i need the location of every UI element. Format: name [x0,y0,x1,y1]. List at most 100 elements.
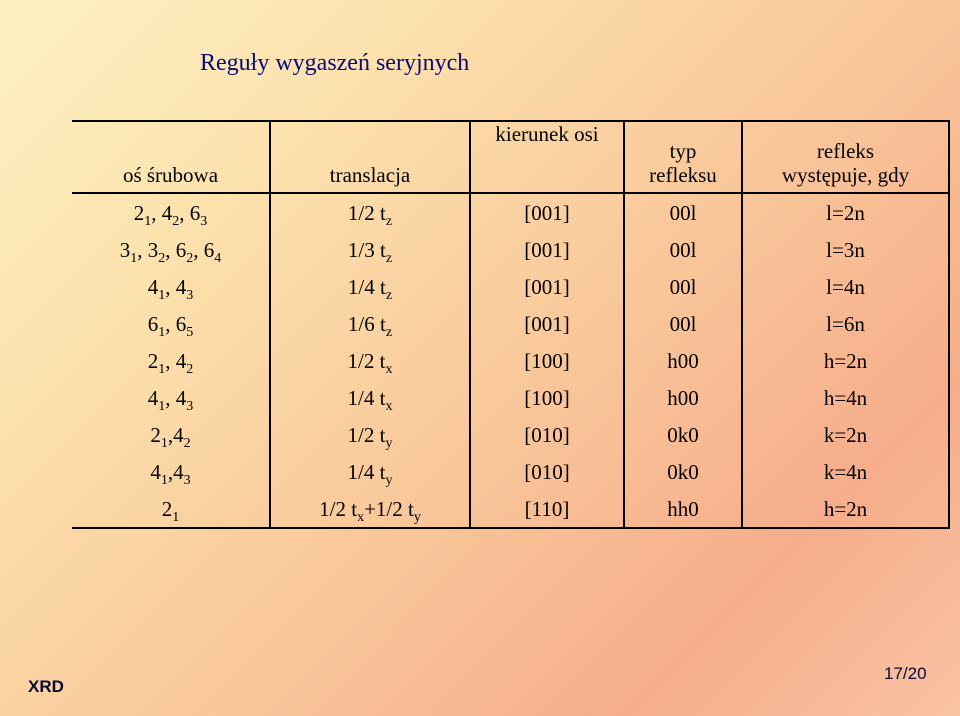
axis-part: ,4 [167,422,184,447]
axis-part: , 4 [165,348,187,373]
translation-subscript: y [413,509,421,525]
translation-subscript: y [385,435,393,451]
table-row: 41, 43 1/4 tz [001] 00l l=4n [72,268,949,305]
translation-part: 1/4 t [347,385,386,410]
cell-translation: 1/2 tx [269,342,470,379]
cell-reflection-type: 00l [623,268,742,305]
axis-subscript: 1 [158,398,166,414]
cell-axis: 21, 42, 63 [72,193,270,231]
axis-subscript: 1 [158,287,166,303]
cell-translation: 1/3 tz [269,231,470,268]
axis-part: , 6 [165,237,187,262]
table-body: 21, 42, 63 1/2 tz [001] 00l l=2n 31, 32, 62, … [72,193,949,528]
cell-condition: l=4n [741,268,949,305]
cell-axis: 31, 32, 62, 64 [72,231,270,268]
axis-subscript: 4 [214,250,222,266]
axis-subscript: 3 [186,398,194,414]
axis-subscript: 5 [186,324,194,340]
axis-part: , 4 [165,274,187,299]
cell-reflection-type: 00l [623,193,742,231]
axis-subscript: 2 [172,213,180,229]
table-row: 41, 43 1/4 tx [100] h00 h=4n [72,379,949,416]
table-row: 21, 42 1/2 tx [100] h00 h=2n [72,342,949,379]
cell-condition: l=2n [741,193,949,231]
axis-part: 4 [147,385,159,410]
translation-subscript: x [357,509,365,525]
axis-subscript: 1 [144,213,152,229]
cell-direction: [001] [469,231,624,268]
translation-part: 1/2 t [347,348,386,373]
page-number: 17/20 [884,664,927,683]
footer-label: XRD [28,677,64,696]
cell-condition: h=2n [741,342,949,379]
header-reflection-type-line2: refleksu [649,163,717,187]
table-row: 21 1/2 tx+1/2 ty [110] hh0 h=2n [72,490,949,528]
cell-direction: [110] [469,490,624,528]
cell-translation: 1/4 tx [269,379,470,416]
translation-part: +1/2 t [364,496,414,521]
axis-subscript: 1 [158,361,166,377]
axis-part: , 6 [193,237,215,262]
cell-translation: 1/2 ty [269,416,470,453]
table-row: 41,43 1/4 ty [010] 0k0 k=4n [72,453,949,490]
axis-subscript: 1 [130,250,138,266]
translation-subscript: z [385,213,393,229]
axis-subscript: 1 [160,472,168,488]
translation-part: 1/2 t [319,496,358,521]
translation-subscript: x [385,361,393,377]
axis-part: , 3 [137,237,159,262]
cell-direction: [001] [469,305,624,342]
cell-axis: 21, 42 [72,342,270,379]
header-reflection-type-line1: typ [669,139,697,163]
cell-reflection-type: h00 [623,379,742,416]
cell-direction: [010] [469,453,624,490]
table-header-row: oś śrubowa translacja kierunek osi typ r… [72,121,949,193]
cell-condition: l=6n [741,305,949,342]
axis-part: 4 [150,459,161,484]
cell-translation: 1/2 tz [269,193,470,231]
table-row: 21, 42, 63 1/2 tz [001] 00l l=2n [72,193,949,231]
cell-axis: 41,43 [72,453,270,490]
cell-direction: [100] [469,379,624,416]
translation-part: 1/3 t [347,237,386,262]
axis-part: 2 [150,422,161,447]
header-axis: oś śrubowa [122,163,219,187]
translation-subscript: x [385,398,393,414]
cell-reflection-type: hh0 [623,490,742,528]
translation-subscript: z [385,250,393,266]
page-title: Reguły wygaszeń seryjnych [200,50,470,76]
axis-part: , 6 [165,311,187,336]
translation-part: 1/2 t [347,422,386,447]
cell-axis: 61, 65 [72,305,270,342]
axis-subscript: 2 [186,361,194,377]
translation-part: 1/4 t [347,459,386,484]
axis-subscript: 1 [172,509,180,525]
cell-axis: 21 [72,490,270,528]
axis-part: ,4 [167,459,184,484]
header-condition-line1: refleks [816,139,875,163]
axis-part: , 6 [179,200,201,225]
axis-part: 3 [119,237,131,262]
translation-part: 1/2 t [347,200,386,225]
axis-subscript: 2 [186,250,194,266]
cell-translation: 1/4 ty [269,453,470,490]
cell-axis: 41, 43 [72,379,270,416]
header-translation: translacja [269,121,470,193]
axis-subscript: 1 [158,324,166,340]
extinction-rules-table: oś śrubowa translacja kierunek osi typ r… [72,120,950,529]
cell-axis: 21,42 [72,416,270,453]
cell-direction: [010] [469,416,624,453]
header-condition: refleks występuje, gdy [741,121,949,193]
translation-part: 1/4 t [347,274,386,299]
cell-condition: h=4n [741,379,949,416]
cell-reflection-type: 0k0 [623,453,742,490]
axis-part: 2 [133,200,145,225]
table-row: 31, 32, 62, 64 1/3 tz [001] 00l l=3n [72,231,949,268]
cell-translation: 1/2 tx+1/2 ty [269,490,470,528]
axis-part: 6 [147,311,159,336]
axis-subscript: 1 [160,435,168,451]
header-reflection-type: typ refleksu [623,121,742,193]
axis-part: 2 [147,348,159,373]
table-row: 61, 65 1/6 tz [001] 00l l=6n [72,305,949,342]
axis-part: , 4 [165,385,187,410]
